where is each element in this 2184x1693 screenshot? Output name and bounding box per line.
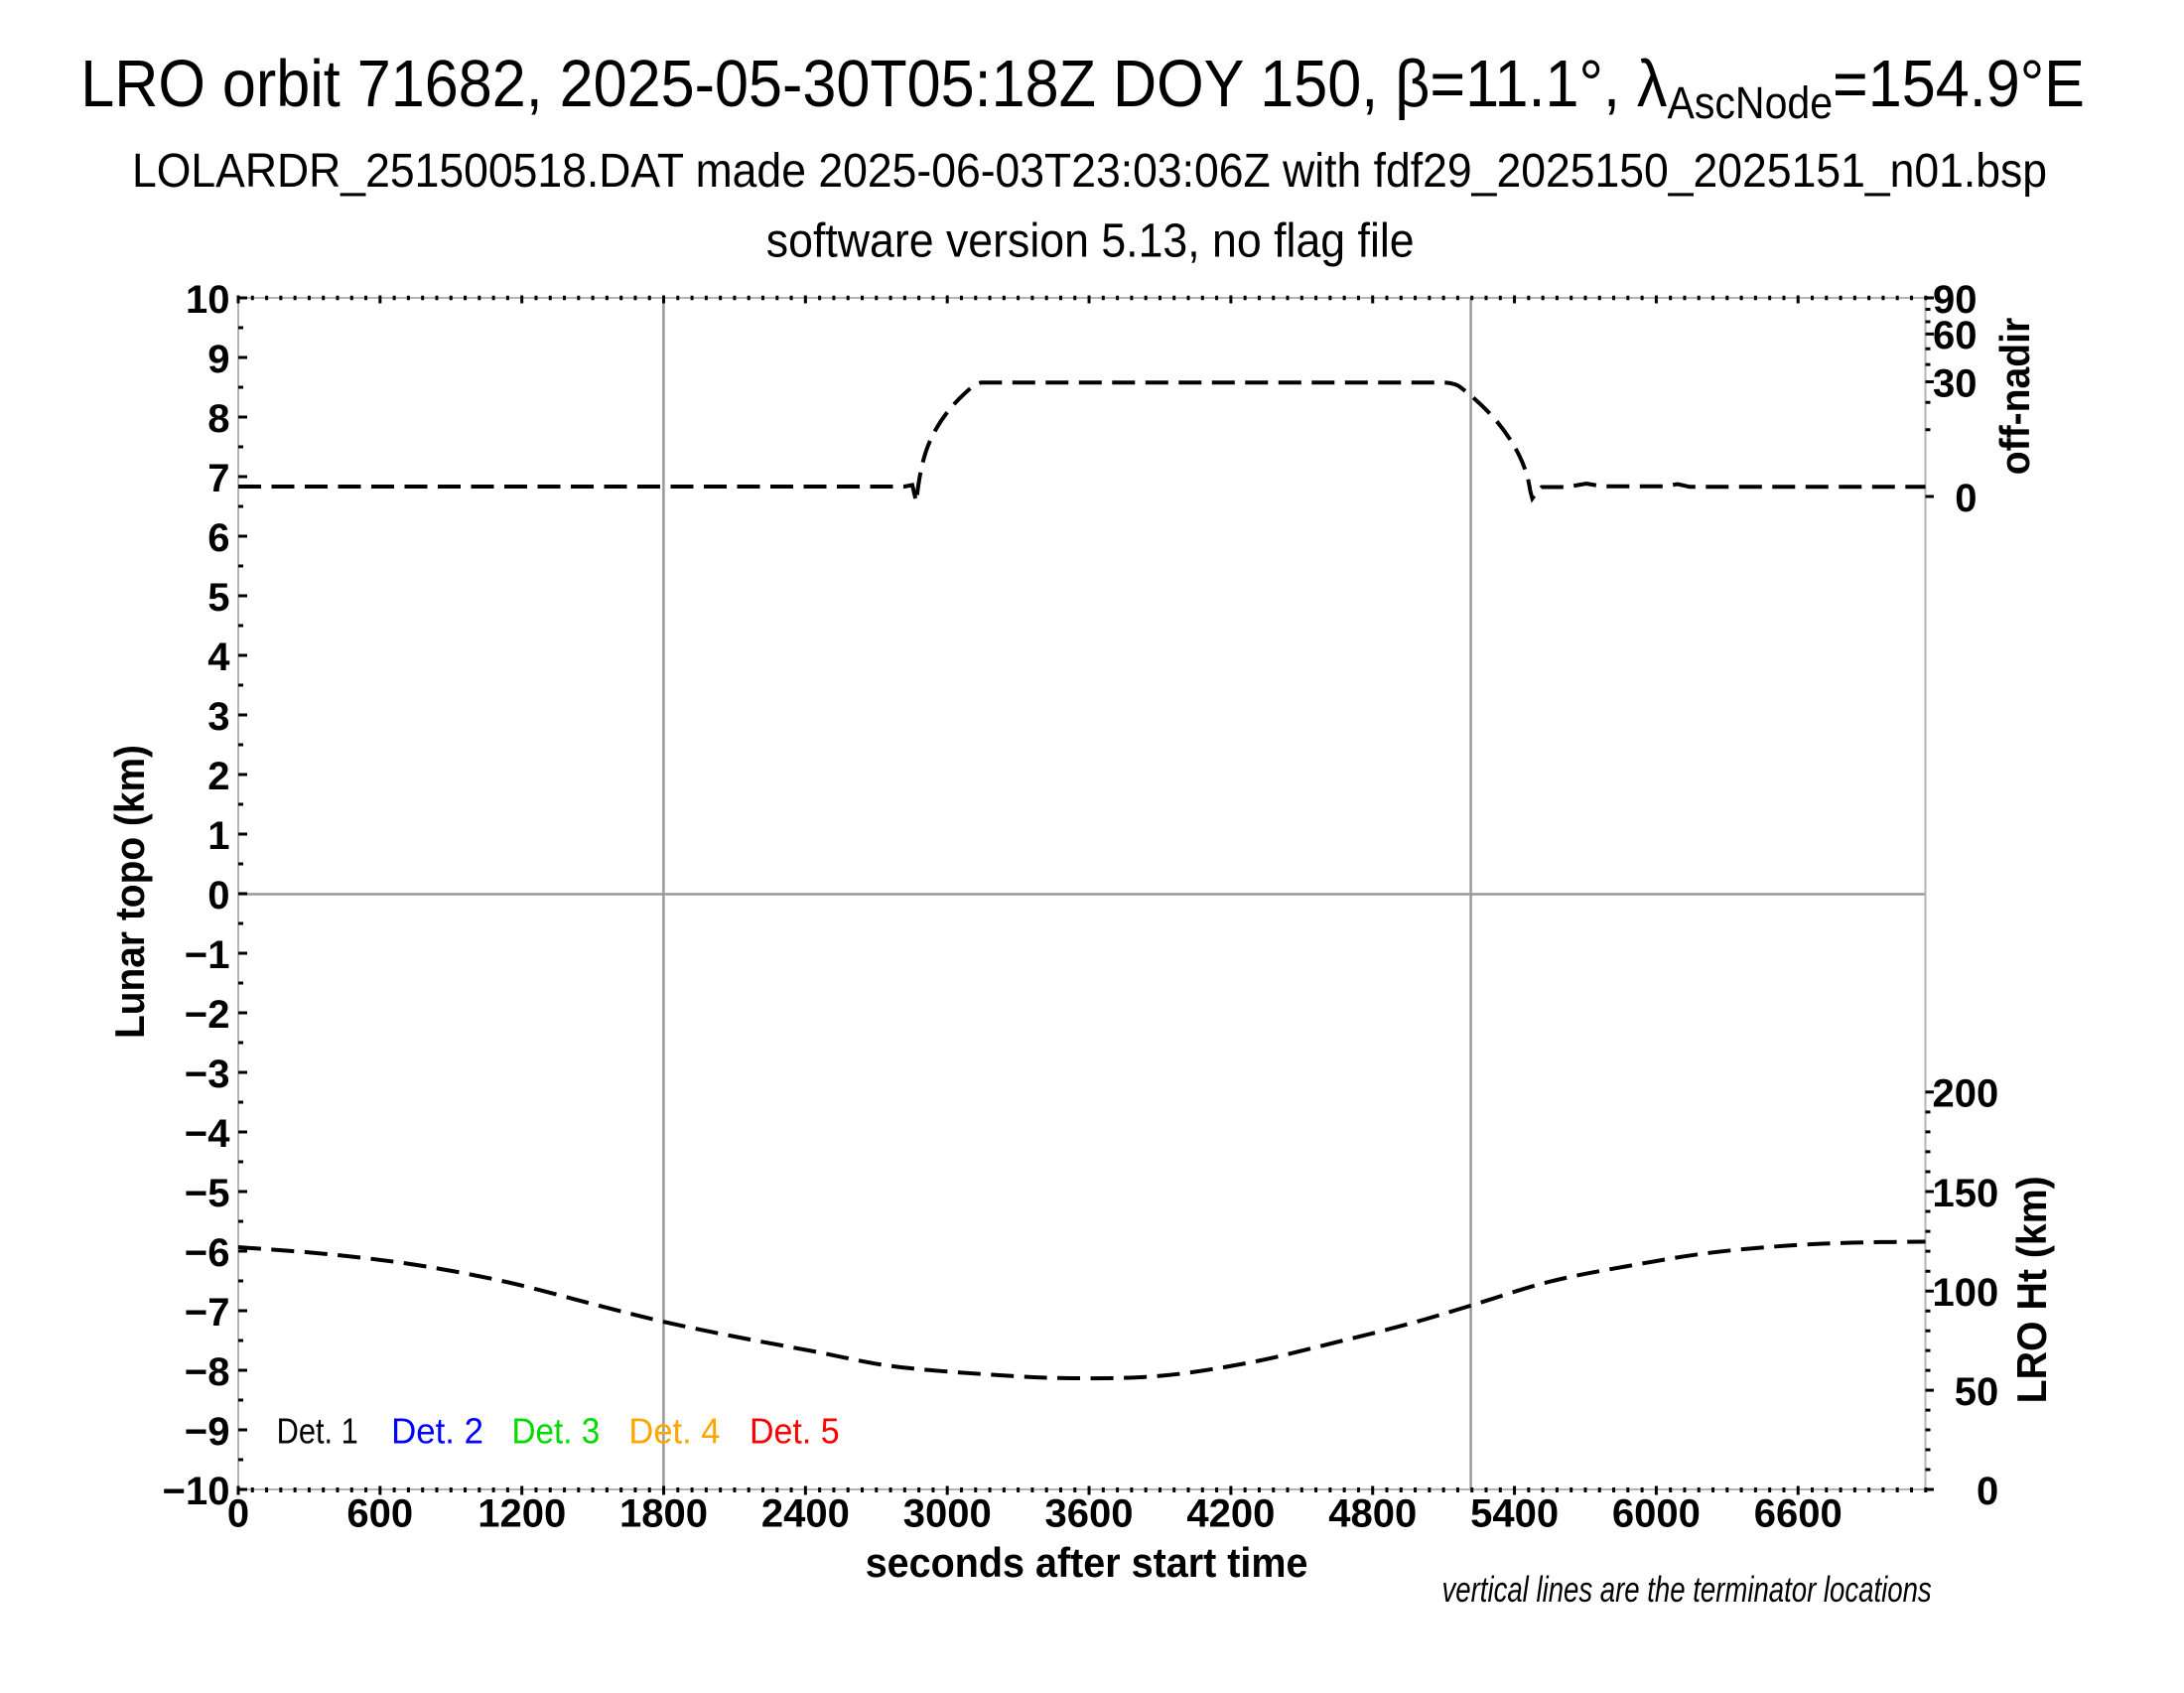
svg-text:off-nadir: off-nadir — [1991, 318, 2039, 476]
svg-text:seconds after start time: seconds after start time — [866, 1539, 1308, 1586]
svg-text:50: 50 — [1955, 1370, 1999, 1414]
svg-text:−2: −2 — [185, 993, 230, 1037]
svg-text:vertical lines are the termina: vertical lines are the terminator locati… — [1442, 1569, 1932, 1610]
svg-text:software version 5.13, no flag: software version 5.13, no flag file — [766, 213, 1415, 267]
svg-text:8: 8 — [207, 397, 229, 441]
svg-text:3: 3 — [207, 695, 229, 739]
svg-text:Det. 2: Det. 2 — [391, 1411, 483, 1452]
svg-text:4800: 4800 — [1328, 1492, 1417, 1536]
svg-text:200: 200 — [1933, 1072, 1999, 1116]
svg-text:−4: −4 — [185, 1112, 230, 1156]
svg-text:10: 10 — [186, 278, 230, 322]
svg-text:Det. 1: Det. 1 — [277, 1412, 358, 1452]
svg-text:−1: −1 — [185, 933, 230, 977]
svg-text:0: 0 — [207, 874, 229, 917]
svg-text:600: 600 — [346, 1492, 413, 1536]
svg-text:1800: 1800 — [619, 1492, 708, 1536]
svg-text:LOLARDR_251500518.DAT made 202: LOLARDR_251500518.DAT made 2025-06-03T23… — [132, 143, 2047, 197]
svg-text:6600: 6600 — [1754, 1492, 1843, 1536]
svg-text:4: 4 — [207, 635, 230, 679]
svg-text:2: 2 — [207, 755, 229, 798]
svg-text:−3: −3 — [185, 1053, 230, 1096]
svg-text:6: 6 — [207, 516, 229, 560]
svg-text:2400: 2400 — [761, 1492, 850, 1536]
svg-text:90: 90 — [1933, 278, 1978, 322]
svg-text:−8: −8 — [185, 1350, 230, 1394]
svg-text:−5: −5 — [185, 1172, 230, 1215]
svg-text:−10: −10 — [163, 1470, 230, 1513]
svg-text:5400: 5400 — [1470, 1492, 1559, 1536]
svg-text:30: 30 — [1933, 361, 1978, 405]
svg-text:−6: −6 — [185, 1231, 230, 1275]
svg-text:3600: 3600 — [1045, 1492, 1134, 1536]
svg-text:−7: −7 — [185, 1291, 230, 1335]
svg-text:100: 100 — [1933, 1271, 1999, 1315]
svg-text:0: 0 — [1955, 477, 1977, 520]
svg-text:Det. 4: Det. 4 — [628, 1412, 720, 1452]
svg-text:9: 9 — [207, 338, 229, 381]
svg-text:150: 150 — [1933, 1172, 1999, 1215]
svg-text:1: 1 — [207, 814, 229, 858]
svg-text:7: 7 — [207, 457, 229, 500]
svg-text:−9: −9 — [185, 1410, 230, 1454]
svg-text:4200: 4200 — [1186, 1492, 1275, 1536]
svg-text:Lunar topo (km): Lunar topo (km) — [106, 745, 154, 1039]
svg-text:LRO Ht (km): LRO Ht (km) — [2008, 1176, 2056, 1403]
svg-text:0: 0 — [227, 1492, 249, 1536]
svg-text:0: 0 — [1977, 1470, 1998, 1513]
svg-text:5: 5 — [207, 576, 229, 620]
svg-text:Det. 3: Det. 3 — [512, 1412, 601, 1451]
svg-text:LRO orbit 71682, 2025-05-30T05: LRO orbit 71682, 2025-05-30T05:18Z DOY 1… — [80, 46, 2085, 128]
svg-text:3000: 3000 — [903, 1492, 992, 1536]
svg-text:60: 60 — [1933, 314, 1978, 357]
svg-text:Det. 5: Det. 5 — [750, 1412, 840, 1452]
svg-text:6000: 6000 — [1612, 1492, 1701, 1536]
svg-text:1200: 1200 — [478, 1492, 566, 1536]
